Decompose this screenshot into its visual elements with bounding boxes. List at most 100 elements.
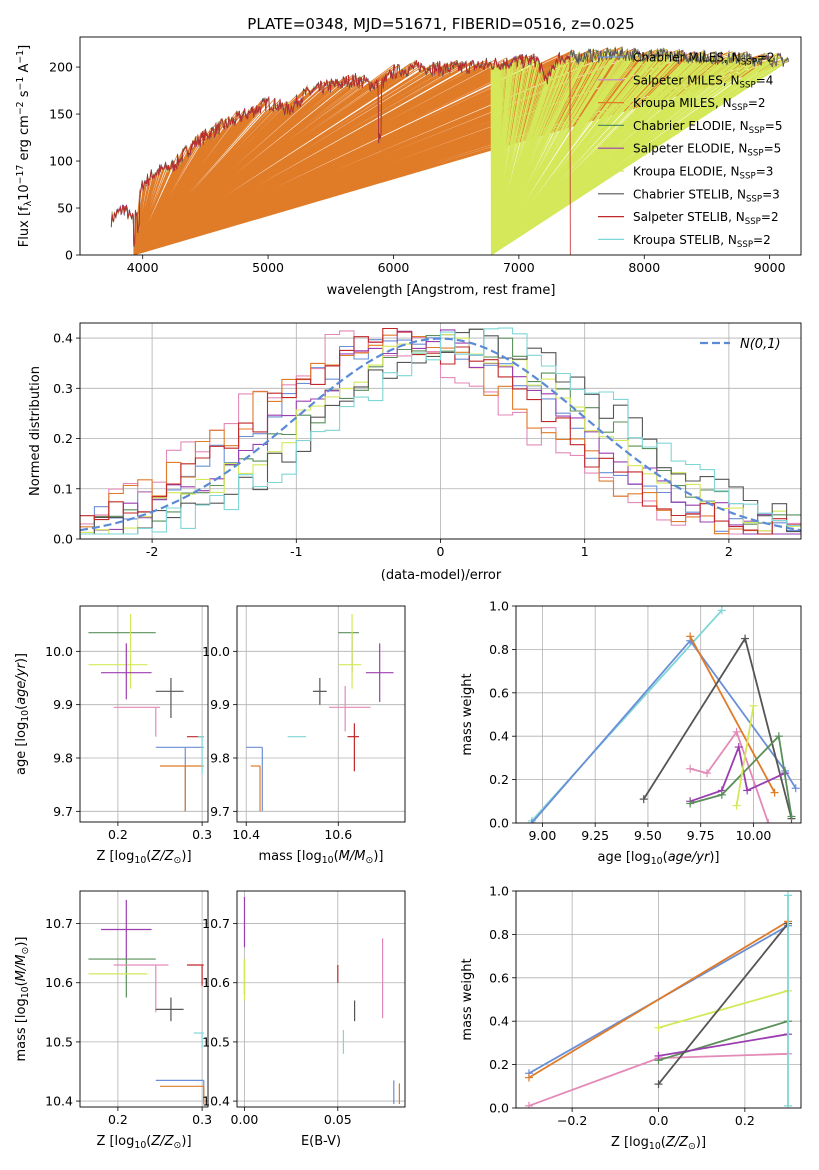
x-axis-label: Z [log10(Z/Z⊙)] (96, 849, 191, 866)
weight-line (689, 635, 776, 794)
plot-residuals: -2 -1 0 1 2 0.0 0.1 0.2 0.3 0.4 N(0,1) (data-model)… (28, 322, 802, 583)
plot-area (80, 327, 801, 539)
axes-frame (236, 605, 406, 823)
plot-spectrum: 4000 5000 6000 7000 8000 9000 0 50 100 150 200 Chab… (15, 36, 802, 298)
weight-line (658, 1020, 789, 1062)
y-tick-label: 10.7 (202, 916, 230, 931)
y-tick-label: 1.0 (489, 599, 509, 614)
x-tick-label: 0.2 (735, 1113, 755, 1128)
y-tick-label: 1.0 (489, 884, 509, 899)
spectrum-line (110, 46, 789, 255)
axes-frame (79, 890, 209, 1108)
weight-line (531, 639, 797, 823)
y-tick-label: 10.0 (45, 644, 73, 659)
y-tick-label: 10.6 (202, 975, 230, 990)
histogram-series (80, 327, 801, 539)
plot-area (88, 899, 205, 1105)
legend-label: Salpeter MILES, NSSP=4 (633, 73, 773, 90)
plot-weight-vs-age: 9.00 9.25 9.50 9.75 10.00 0.0 0.2 0.4 0.6 0.8 1.0 a… (460, 599, 802, 867)
x-tick-label: 0.00 (231, 1112, 259, 1127)
legend-label: Chabrier MILES, NSSP=2 (633, 51, 775, 68)
axes-frame (79, 322, 802, 540)
y-tick-label: 9.8 (53, 751, 73, 766)
x-axis-label: E(B-V) (301, 1134, 341, 1149)
y-tick-label: 0.4 (489, 1014, 509, 1029)
x-tick-label: 9.00 (528, 828, 556, 843)
x-tick-label: 9.50 (634, 828, 662, 843)
legend: Chabrier MILES, NSSP=2 Salpeter MILES, NS… (598, 51, 782, 250)
y-tick-label: 10.5 (202, 1034, 230, 1049)
y-tick-label: 9.7 (53, 804, 73, 819)
figure-title: PLATE=0348, MJD=51671, FIBERID=0516, z=0… (247, 15, 634, 33)
y-axis-label: mass weight (460, 958, 475, 1040)
spectrum-line (110, 52, 571, 255)
x-tick-label: 0 (437, 544, 445, 559)
y-tick-label: 10.6 (45, 975, 73, 990)
axes-frame (515, 605, 802, 824)
plot-area (110, 46, 789, 255)
x-tick-label: 10.6 (324, 827, 352, 842)
legend: N(0,1) (700, 337, 781, 352)
legend-label: Chabrier ELODIE, NSSP=5 (633, 119, 782, 136)
y-tick-label: 0.0 (489, 816, 509, 831)
legend-label: Kroupa MILES, NSSP=2 (633, 96, 766, 113)
y-tick-label: 0 (65, 248, 73, 263)
x-tick-label: −0.2 (557, 1113, 587, 1128)
x-axis-label: mass [log10(M/M⊙)] (259, 849, 384, 866)
y-tick-label: 10.0 (202, 644, 230, 659)
y-tick-label: 50 (57, 201, 73, 216)
y-tick-label: 0.2 (53, 431, 73, 446)
y-tick-label: 10.7 (45, 916, 73, 931)
x-tick-label: 7000 (503, 260, 535, 275)
legend-label: N(0,1) (740, 337, 781, 352)
y-tick-label: 9.7 (210, 804, 230, 819)
x-tick-label: 0.0 (649, 1113, 669, 1128)
plot-area (88, 614, 204, 812)
legend-label: Kroupa STELIB, NSSP=2 (633, 233, 771, 250)
x-axis-label: (data-model)/error (381, 568, 502, 583)
y-tick-label: 9.8 (210, 751, 230, 766)
axes-frame (79, 36, 802, 256)
x-tick-label: 9.75 (687, 828, 715, 843)
x-tick-label: 5000 (252, 260, 284, 275)
plot-mass-vs-EBV: 0.00 0.05 10.4 10.5 10.6 10.7 E(B-V) (202, 890, 406, 1149)
y-tick-label: 100 (49, 154, 73, 169)
x-tick-label: 10.4 (232, 827, 260, 842)
y-axis-label: Normed distribution (28, 366, 43, 496)
axes-frame (236, 890, 406, 1108)
y-axis-label: mass weight (460, 673, 475, 755)
y-tick-label: 9.9 (53, 697, 73, 712)
x-tick-label: 0.3 (192, 1112, 212, 1127)
x-tick-label: 0.2 (108, 1112, 128, 1127)
y-tick-label: 0.3 (53, 381, 73, 396)
y-axis-label: mass [log10(M/M⊙)] (14, 937, 31, 1062)
y-tick-label: 0.6 (489, 970, 509, 985)
legend-label: Kroupa ELODIE, NSSP=3 (633, 165, 773, 182)
x-axis-label: Z [log10(Z/Z⊙)] (611, 1135, 706, 1152)
x-tick-label: 6000 (378, 260, 410, 275)
axes-frame (79, 605, 209, 823)
weight-line (528, 920, 789, 1079)
y-tick-label: 0.8 (489, 927, 509, 942)
x-tick-label: 0.3 (192, 827, 212, 842)
weight-line (658, 1033, 789, 1057)
x-tick-label: 0.2 (108, 827, 128, 842)
plot-area (246, 614, 394, 812)
x-tick-label: 0.05 (324, 1112, 352, 1127)
plot-age-vs-Z: 0.2 0.3 9.7 9.8 9.9 10.0 Z [log10(Z/Z⊙)] age [l… (14, 605, 212, 866)
x-axis-label: age [log10(age/yr)] (597, 850, 719, 867)
weight-line (689, 729, 770, 823)
plot-age-vs-mass: 10.4 10.6 9.7 9.8 9.9 10.0 mass [log10(M/M⊙)] (202, 605, 406, 866)
y-tick-label: 10.5 (45, 1034, 73, 1049)
y-tick-label: 0.8 (489, 642, 509, 657)
x-tick-label: -2 (146, 544, 158, 559)
y-tick-label: 0.4 (53, 331, 73, 346)
weight-line (658, 989, 789, 1029)
y-tick-label: 0.2 (489, 772, 509, 787)
y-tick-label: 200 (49, 60, 73, 75)
x-axis-label: Z [log10(Z/Z⊙)] (96, 1134, 191, 1151)
x-tick-label: 9000 (754, 260, 786, 275)
plot-weight-vs-Z: −0.2 0.0 0.2 0.0 0.2 0.4 0.6 0.8 1.0 Z [log10(Z/Z… (460, 884, 802, 1152)
legend-label: Chabrier STELIB, NSSP=3 (633, 187, 780, 204)
